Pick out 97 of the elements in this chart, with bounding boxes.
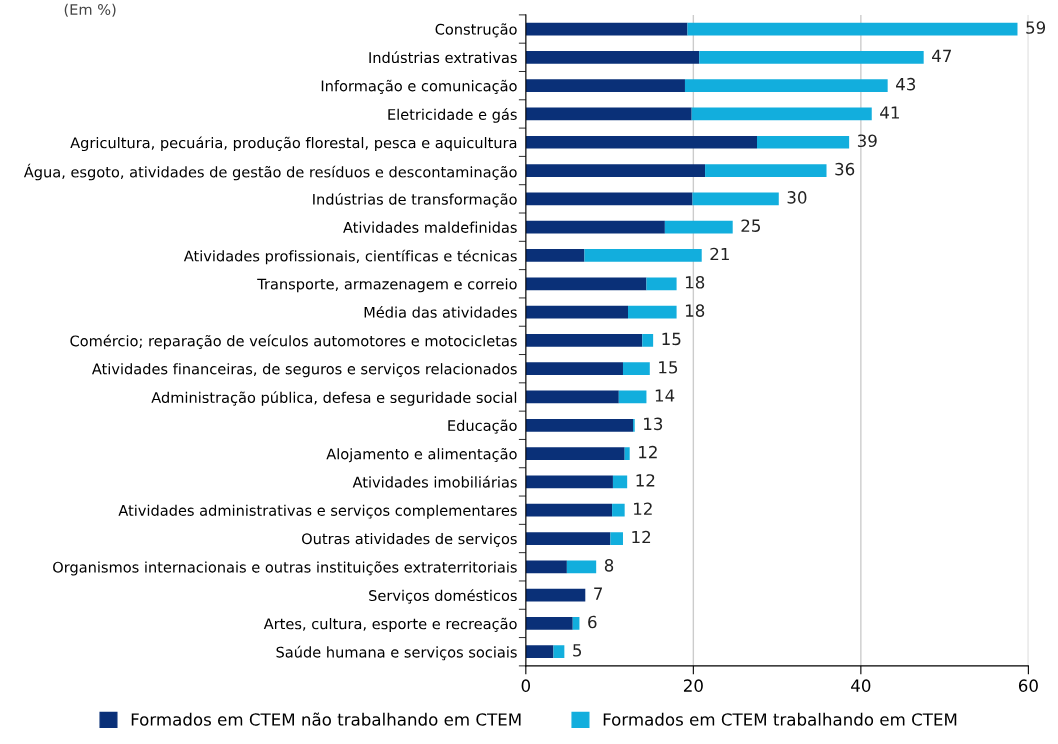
y-tick-label: Organismos internacionais e outras instituições extraterritoriais	[53, 561, 517, 576]
bar	[525, 532, 611, 545]
y-tick-label: Construção	[435, 23, 517, 38]
bar	[684, 79, 888, 93]
bar	[525, 362, 623, 376]
bar	[691, 107, 872, 121]
bar	[687, 22, 1018, 36]
bar	[525, 220, 665, 234]
bar	[525, 447, 625, 460]
y-tick-label: Eletricidade e gás	[388, 108, 517, 123]
bar	[525, 390, 619, 404]
bar	[525, 249, 585, 262]
y-tick-label: Administração pública, defesa e seguridade social	[151, 391, 517, 406]
total-label: 30	[787, 191, 807, 204]
bar	[525, 277, 647, 291]
total-label: 47	[932, 49, 951, 62]
x-tick-label: 40	[851, 679, 871, 692]
total-label: 25	[741, 219, 760, 232]
total-label: 18	[685, 276, 705, 289]
total-label: 59	[1026, 21, 1046, 34]
bar	[525, 334, 643, 347]
bar	[642, 334, 654, 347]
total-label: 12	[636, 474, 655, 487]
bar	[525, 135, 757, 149]
bar	[612, 475, 628, 489]
total-label: 13	[644, 417, 663, 431]
total-label: 14	[655, 389, 675, 402]
x-tick-label: 20	[683, 679, 703, 692]
y-tick-label: Transporte, armazenagem e correio	[257, 278, 517, 293]
total-label: 41	[880, 106, 899, 119]
bar	[664, 220, 733, 234]
x-tick-label: 0	[521, 679, 531, 692]
bar	[525, 107, 692, 121]
total-label: 39	[857, 134, 877, 148]
legend-label: Formados em CTEM trabalhando em CTEM	[603, 712, 957, 726]
y-tick-label: Outras atividades de serviços	[302, 532, 517, 547]
bar	[525, 50, 700, 64]
text: (Em %)	[64, 3, 116, 17]
bar	[624, 447, 630, 460]
bar	[525, 475, 613, 489]
y-tick-label: Informação e comunicação	[321, 79, 517, 95]
bar	[610, 532, 623, 545]
total-label: 12	[634, 502, 652, 515]
total-label: 6	[588, 615, 597, 629]
bar	[584, 249, 702, 262]
y-tick-label: Atividades financeiras, de seguros e serviços relacionados	[91, 363, 517, 378]
bar	[572, 617, 580, 630]
bar	[525, 164, 706, 177]
total-label: 15	[659, 361, 678, 374]
bar	[553, 645, 565, 659]
total-label: 12	[632, 530, 651, 544]
bar	[525, 192, 693, 206]
bar	[566, 560, 597, 574]
y-tick-label: Média das atividades	[364, 305, 517, 318]
y-tick-label: Atividades imobiliárias	[352, 475, 517, 488]
bar	[525, 22, 688, 36]
y-tick-label: Artes, cultura, esporte e recreação	[263, 617, 517, 633]
total-label: 5	[573, 644, 582, 657]
total-label: 15	[662, 332, 681, 346]
y-tick-label: Alojamento e alimentação	[326, 447, 517, 463]
total-label: 8	[604, 559, 614, 572]
bar	[692, 192, 779, 206]
y-tick-label: Saúde humana e serviços sociais	[276, 645, 517, 661]
x-tick-label: 60	[1018, 679, 1038, 692]
y-tick-label: Atividades administrativas e serviços complementares	[118, 504, 517, 519]
y-tick-label: Agricultura, pecuária, produção florestal, pesca e aquicultura	[70, 136, 517, 152]
bar	[525, 503, 613, 517]
y-tick-label: Atividades maldefinidas	[343, 221, 517, 233]
bar	[622, 362, 650, 376]
bar	[525, 560, 567, 574]
y-tick-label: Educação	[448, 419, 517, 434]
legend-label: Formados em CTEM não trabalhando em CTEM	[131, 712, 521, 726]
y-tick-label: Indústrias extrativas	[369, 51, 517, 64]
bar	[525, 588, 586, 602]
y-tick-label: Comércio; reparação de veículos automotores e motocicletas	[70, 334, 517, 350]
y-tick-label: Indústrias de transformação	[313, 192, 517, 208]
total-label: 21	[710, 247, 729, 261]
bar	[628, 305, 677, 319]
bar	[525, 305, 629, 319]
total-label: 36	[835, 162, 855, 176]
bar	[646, 277, 677, 291]
bar	[757, 135, 850, 149]
bar	[618, 390, 647, 404]
bar	[525, 617, 573, 630]
total-label: 18	[685, 304, 705, 317]
bar	[705, 164, 827, 177]
y-tick-label: Água, esgoto, atividades de gestão de resíduos e descontaminação	[23, 163, 517, 181]
bar	[525, 418, 634, 432]
bar	[525, 79, 685, 93]
bar	[699, 50, 924, 64]
total-label: 7	[594, 587, 603, 600]
total-label: 12	[639, 445, 657, 459]
bar	[612, 503, 625, 517]
y-tick-label: Serviços domésticos	[369, 589, 517, 604]
total-label: 43	[896, 77, 916, 91]
bar	[525, 645, 554, 659]
y-tick-label: Atividades profissionais, científicas e técnicas	[183, 249, 517, 265]
